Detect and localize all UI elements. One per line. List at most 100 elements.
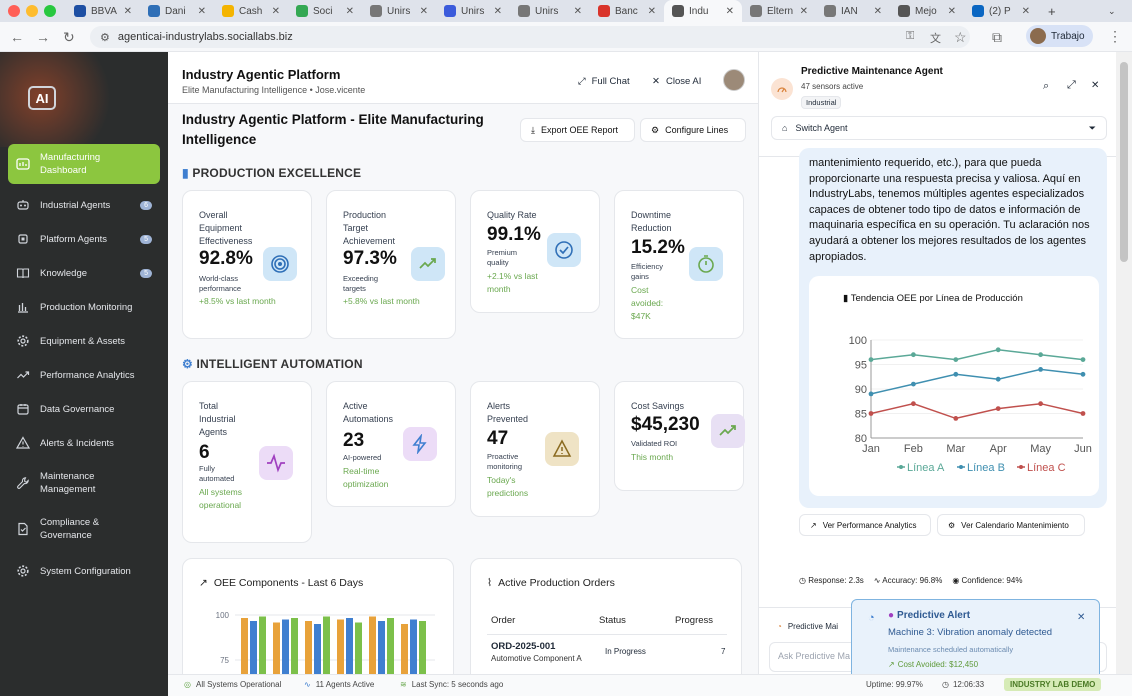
browser-menu-icon[interactable]: ⋮ [1108, 28, 1122, 44]
kpi-card-production-target[interactable]: Production Target Achievement 97.3% Exce… [326, 190, 456, 339]
user-avatar[interactable] [723, 69, 745, 91]
bar [282, 619, 289, 674]
url-input[interactable]: ⚙ agenticai-industrylabs.sociallabs.biz [90, 26, 970, 48]
back-icon[interactable]: ← [10, 29, 24, 45]
close-tab-icon[interactable]: ✕ [345, 5, 354, 17]
sidebar: AI Manufacturing Dashboard Industrial Ag… [0, 52, 168, 696]
close-ai-button[interactable]: ✕ Close AI [652, 76, 702, 87]
kpi-card-quality-rate[interactable]: Quality Rate 99.1% Premium quality +2.1%… [470, 190, 600, 313]
browser-tab[interactable]: Banc ✕ [590, 0, 664, 22]
new-tab-button[interactable]: + [1048, 3, 1056, 19]
browser-tab[interactable]: IAN ✕ [816, 0, 890, 22]
search-icon[interactable]: ⌕ [1043, 80, 1050, 92]
browser-tab[interactable]: Soci ✕ [288, 0, 362, 22]
close-tab-icon[interactable]: ✕ [419, 5, 428, 17]
data-point [995, 406, 1001, 411]
close-tab-icon[interactable]: ✕ [725, 5, 734, 17]
expand-icon[interactable]: ⤢ [1067, 79, 1076, 91]
close-tab-icon[interactable]: ✕ [647, 5, 656, 17]
table-row[interactable]: ORD-2025-001 Automotive Component A In P… [471, 639, 743, 673]
reload-icon[interactable]: ↻ [63, 29, 75, 45]
view-performance-analytics-button[interactable]: ↗ Ver Performance Analytics [799, 514, 931, 536]
automation-card-cost-savings[interactable]: Cost Savings $45,230 Validated ROI This … [614, 381, 745, 491]
sidebar-item-system-configuration[interactable]: System Configuration [8, 562, 160, 580]
kpi-card-oee[interactable]: Overall Equipment Effectiveness 92.8% Wo… [182, 190, 312, 339]
activity-icon: ∿ [304, 680, 311, 689]
app-logo[interactable]: AI [28, 86, 56, 110]
sidebar-item-alerts-incidents[interactable]: Alerts & Incidents [8, 434, 160, 452]
sidebar-item-manufacturing-dashboard[interactable]: Manufacturing Dashboard [8, 144, 160, 184]
close-toast-icon[interactable]: ✕ [1077, 612, 1086, 623]
view-maintenance-calendar-button[interactable]: ⚙ Ver Calendario Mantenimiento [937, 514, 1085, 536]
translate-icon[interactable]: 文 [930, 33, 941, 45]
export-oee-report-button[interactable]: ⤓ Export OEE Report [520, 118, 635, 142]
site-settings-icon[interactable]: ⚙ [100, 31, 110, 44]
browser-tab[interactable]: Dani ✕ [140, 0, 214, 22]
settings-icon [17, 565, 29, 577]
bookmark-star-icon[interactable]: ☆ [954, 29, 967, 45]
trend-up-icon: ↗ [888, 660, 895, 669]
close-tab-icon[interactable]: ✕ [1021, 5, 1030, 17]
sidebar-item-equipment-assets[interactable]: Equipment & Assets [8, 332, 160, 350]
close-tab-icon[interactable]: ✕ [271, 5, 280, 17]
sync-status: ≋ Last Sync: 5 seconds ago [400, 680, 504, 689]
cpu-icon [18, 234, 28, 244]
tab-search-icon[interactable]: ⌄ [1108, 5, 1116, 16]
sidebar-item-industrial-agents[interactable]: Industrial Agents 6 [8, 196, 160, 214]
sidebar-item-performance-analytics[interactable]: Performance Analytics [8, 366, 160, 384]
kpi-card-downtime-reduction[interactable]: Downtime Reduction 15.2% Efficiency gain… [614, 190, 744, 339]
automation-card-alerts-prevented[interactable]: Alerts Prevented 47 Proactive monitoring… [470, 381, 600, 517]
status-bar: ◎ All Systems Operational ∿ 11 Agents Acti… [168, 674, 1132, 696]
warning-icon [16, 436, 30, 449]
download-icon: ⤓ [531, 124, 535, 135]
key-icon[interactable]: ⚿ [906, 30, 915, 42]
close-tab-icon[interactable]: ✕ [799, 5, 808, 17]
filter-icon[interactable]: ⏷ [1088, 122, 1096, 133]
gauge-icon: ◔ [868, 612, 875, 624]
data-point [868, 411, 874, 416]
close-tab-icon[interactable]: ✕ [493, 5, 502, 17]
sidebar-item-data-governance[interactable]: Data Governance [8, 400, 160, 418]
minimize-window-button[interactable] [26, 5, 38, 17]
browser-tab[interactable]: (2) P ✕ [964, 0, 1038, 22]
x-tick-label: Feb [904, 443, 923, 455]
close-tab-icon[interactable]: ✕ [947, 5, 956, 17]
sheet-icon [296, 5, 308, 17]
browser-tab[interactable]: Mejo ✕ [890, 0, 964, 22]
automation-card-active-automations[interactable]: Active Automations 23 AI-powered Real-ti… [326, 381, 456, 507]
maximize-window-button[interactable] [44, 5, 56, 17]
automation-card-total-agents[interactable]: Total Industrial Agents 6 Fully automate… [182, 381, 312, 543]
browser-tab[interactable]: BBVA ✕ [66, 0, 140, 22]
close-tab-icon[interactable]: ✕ [873, 5, 882, 17]
sidebar-item-knowledge[interactable]: Knowledge 5 [8, 264, 160, 282]
configure-lines-button[interactable]: ⚙ Configure Lines [640, 118, 746, 142]
close-tab-icon[interactable]: ✕ [197, 5, 206, 17]
close-tab-icon[interactable]: ✕ [123, 5, 132, 17]
browser-tab[interactable]: Unirs ✕ [436, 0, 510, 22]
browser-tab[interactable]: Unirs ✕ [362, 0, 436, 22]
full-chat-button[interactable]: ⤢ Full Chat [578, 76, 630, 87]
browser-tab[interactable]: Eltern ✕ [742, 0, 816, 22]
profile-button[interactable]: Trabajo [1026, 25, 1093, 47]
browser-tab[interactable]: Unirs ✕ [510, 0, 590, 22]
browser-tab[interactable]: Cash ✕ [214, 0, 288, 22]
column-header-status: Status [599, 615, 626, 626]
close-tab-icon[interactable]: ✕ [573, 5, 582, 17]
close-window-button[interactable] [8, 5, 20, 17]
extensions-icon[interactable]: ⧉ [992, 29, 1002, 45]
browser-tab-active[interactable]: Indu ✕ [664, 0, 742, 22]
predictive-alert-toast[interactable]: ◔ ● Predictive Alert Machine 3: Vibration… [851, 599, 1100, 684]
sidebar-item-compliance-governance[interactable]: Compliance & Governance [8, 514, 160, 544]
sidebar-item-maintenance-management[interactable]: Maintenance Management [8, 468, 160, 498]
close-icon[interactable]: ✕ [1091, 80, 1100, 91]
bar [305, 621, 312, 674]
response-time: ◷ Response: 2.3s [799, 576, 864, 585]
count-badge: 6 [140, 200, 152, 210]
sidebar-item-platform-agents[interactable]: Platform Agents 5 [8, 230, 160, 248]
scrollbar[interactable] [1116, 52, 1132, 674]
scrollbar-thumb[interactable] [1120, 62, 1128, 262]
sidebar-item-production-monitoring[interactable]: Production Monitoring [8, 298, 160, 316]
forward-icon[interactable]: → [36, 29, 50, 45]
main-content: Industry Agentic Platform Elite Manufact… [168, 52, 758, 674]
switch-agent-select[interactable]: ⌂ Switch Agent ⏷ [771, 116, 1107, 140]
